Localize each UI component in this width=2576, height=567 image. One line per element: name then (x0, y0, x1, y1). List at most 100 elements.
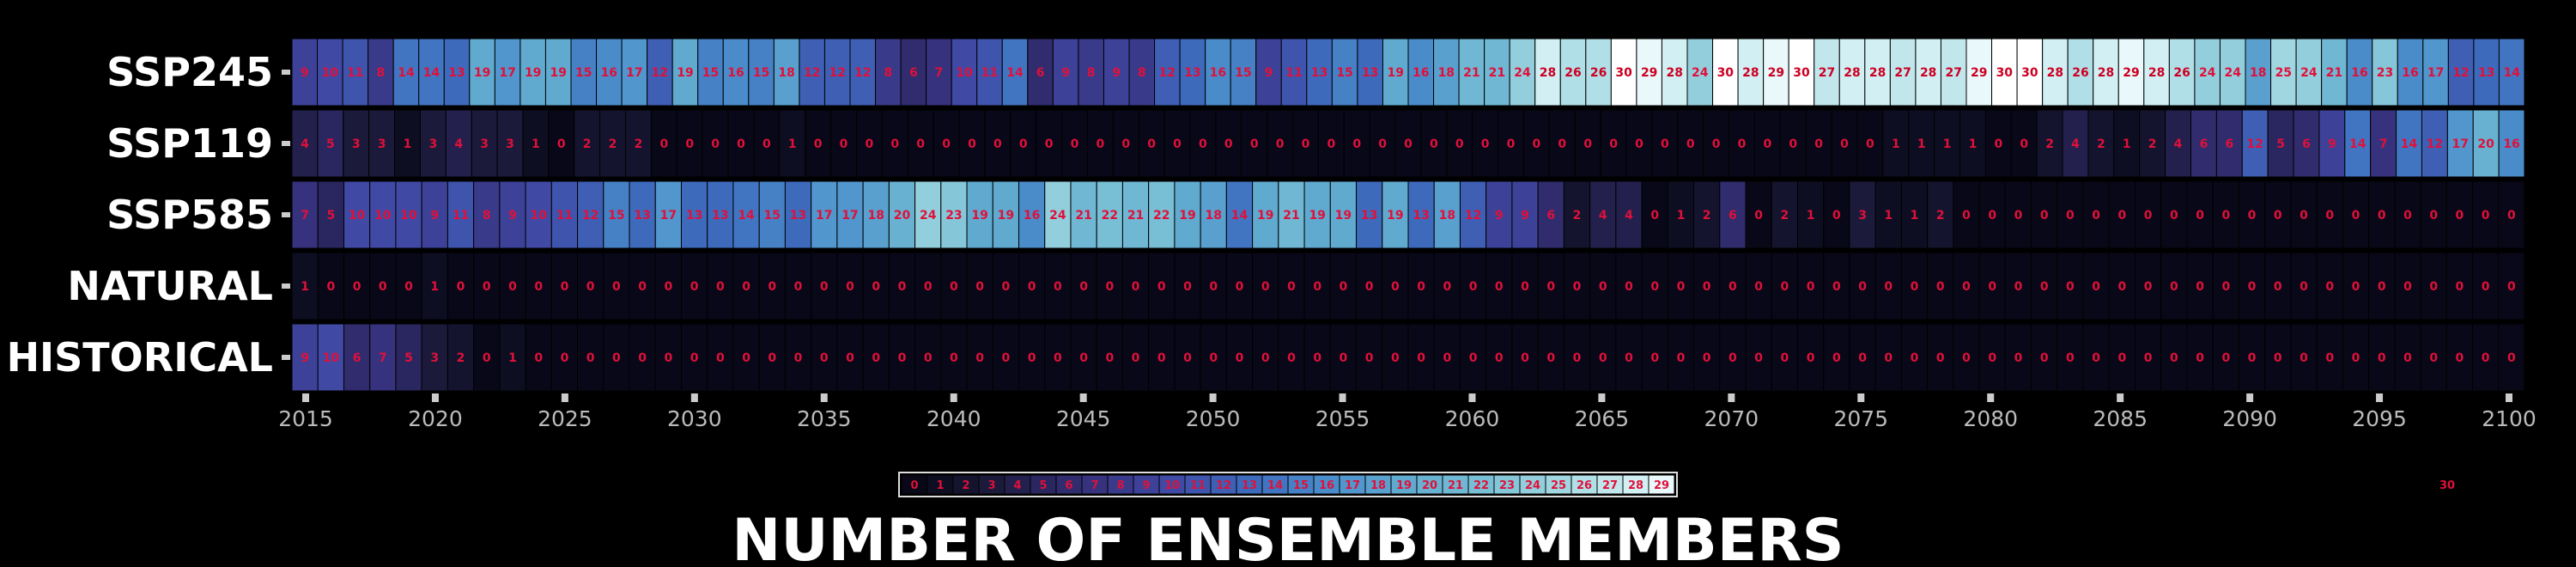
cell-value-label: 12 (652, 66, 668, 80)
heatmap-cell (2082, 252, 2110, 320)
cell-value-label: 13 (790, 209, 806, 223)
cell-value-label: 23 (2377, 66, 2393, 80)
cell-value-label: 15 (702, 66, 719, 80)
cell-value-label: 0 (2040, 209, 2049, 223)
heatmap-cell (862, 323, 890, 392)
x-tick-label: 2020 (408, 406, 463, 431)
cell-value-label: 0 (1105, 280, 1114, 294)
cell-value-label: 0 (1327, 137, 1335, 151)
cell-value-label: 9 (430, 209, 439, 223)
cell-value-label: 9 (301, 351, 309, 365)
colorbar-label: 0 (910, 479, 918, 492)
cell-value-label: 0 (586, 351, 595, 365)
cell-value-label: 0 (1703, 351, 1711, 365)
heatmap-cell (900, 38, 927, 107)
cell-value-label: 10 (323, 351, 340, 365)
cell-value-label: 26 (2072, 66, 2088, 80)
x-tick (1857, 393, 1865, 402)
heatmap-cell (2472, 323, 2500, 392)
heatmap-cell (421, 180, 448, 249)
cell-value-label: 1 (1969, 137, 1978, 151)
heatmap-cell (2160, 323, 2188, 392)
cell-value-label: 0 (561, 351, 569, 365)
cell-value-label: 0 (2274, 209, 2282, 223)
heatmap-cell (394, 109, 421, 178)
heatmap-cell (680, 323, 708, 392)
cell-value-label: 26 (2173, 66, 2190, 80)
cell-value-label: 29 (1971, 66, 1987, 80)
cell-value-label: 0 (1028, 280, 1036, 294)
heatmap-cell (753, 109, 781, 178)
cell-value-label: 1 (1911, 209, 1919, 223)
heatmap-cell (805, 109, 832, 178)
cell-value-label: 10 (400, 209, 417, 223)
cell-value-label: 0 (968, 137, 976, 151)
cell-value-label: 0 (872, 280, 880, 294)
cell-value-label: 12 (2452, 66, 2469, 80)
heatmap-cell (1329, 180, 1358, 249)
cell-value-label: 6 (2225, 137, 2233, 151)
cell-value-label: 7 (301, 209, 309, 223)
cell-value-label: 0 (2507, 351, 2516, 365)
cell-value-label: 13 (2478, 66, 2494, 80)
heatmap-cell (2160, 252, 2188, 320)
x-tick-label: 2075 (1833, 406, 1888, 431)
cell-value-label: 0 (2196, 209, 2204, 223)
colorbar-label: 2 (962, 479, 969, 492)
heatmap-cell (1121, 323, 1150, 392)
heatmap-cell (1796, 180, 1825, 249)
cell-value-label: 0 (483, 280, 491, 294)
heatmap-cell (784, 252, 812, 320)
heatmap-cell (1128, 38, 1156, 107)
heatmap-cell (811, 323, 838, 392)
heatmap-cell (1484, 38, 1510, 107)
colorbar-label: 24 (1525, 479, 1540, 492)
heatmap-cell (1121, 252, 1150, 320)
heatmap-cell (2042, 38, 2069, 107)
heatmap-cell (2394, 252, 2421, 320)
x-tick-label: 2080 (1963, 406, 2018, 431)
cell-value-label: 0 (1650, 351, 1659, 365)
heatmap-cell (2135, 252, 2162, 320)
cell-value-label: 0 (2300, 209, 2308, 223)
cell-value-label: 28 (1540, 66, 1556, 80)
cell-value-label: 0 (2248, 209, 2257, 223)
cell-value-label: 12 (2427, 137, 2443, 151)
cell-value-label: 26 (1564, 66, 1581, 80)
cell-value-label: 2 (635, 137, 643, 151)
cell-value-label: 29 (1768, 66, 1784, 80)
heatmap-cell (2446, 109, 2474, 178)
cell-value-label: 8 (483, 209, 491, 223)
cell-value-label: 0 (2144, 351, 2153, 365)
cell-value-label: 0 (1858, 280, 1867, 294)
heatmap-cell (2117, 38, 2145, 107)
colorbar-label: 23 (1499, 479, 1515, 492)
heatmap-cell (342, 38, 369, 107)
cell-value-label: 10 (956, 66, 973, 80)
cell-value-label: 0 (950, 351, 958, 365)
heatmap-cell (773, 38, 800, 107)
heatmap-cell (343, 109, 370, 178)
x-tick (1079, 393, 1087, 402)
heatmap-cell (392, 38, 420, 107)
cell-value-label: 3 (428, 137, 437, 151)
heatmap-cell (2447, 38, 2475, 107)
cell-value-label: 0 (2040, 351, 2049, 365)
heatmap-cell (2498, 38, 2525, 107)
cell-value-label: 0 (846, 280, 854, 294)
heatmap-cell (1018, 252, 1046, 320)
cell-value-label: 0 (924, 351, 933, 365)
cell-value-label: 0 (1764, 137, 1772, 151)
cell-value-label: 16 (601, 66, 617, 80)
heatmap-cell (2036, 109, 2063, 178)
heatmap-cell (2267, 109, 2294, 178)
cell-value-label: 6 (1728, 209, 1737, 223)
cell-value-label: 28 (1666, 66, 1682, 80)
row-labels: SSP245 SSP119 SSP585 NATURAL HISTORICAL (7, 49, 290, 381)
cell-value-label: 8 (1087, 66, 1096, 80)
heatmap-cell (473, 323, 501, 392)
heatmap-cell (888, 180, 916, 249)
cell-value-label: 0 (1481, 137, 1490, 151)
heatmap-cell (1641, 252, 1668, 320)
heatmap-cell (499, 323, 526, 392)
